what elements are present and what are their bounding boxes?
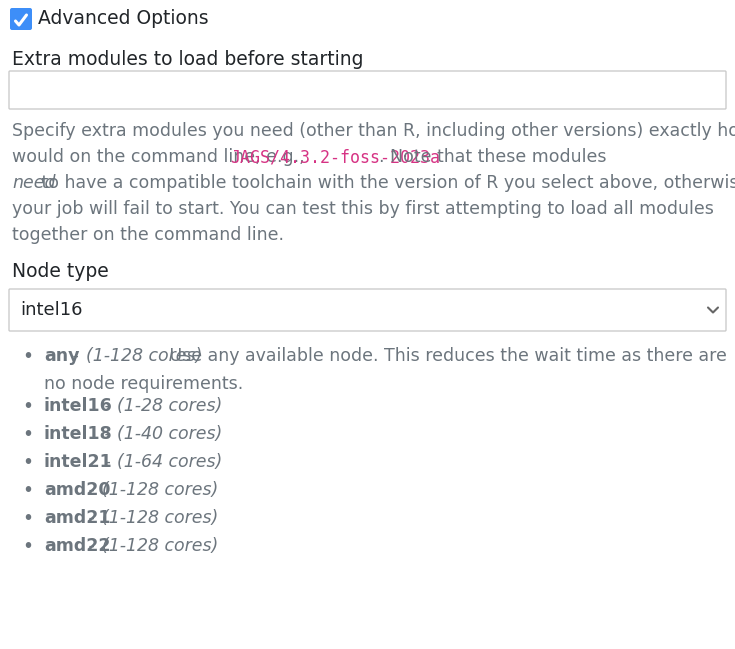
- Text: intel21: intel21: [44, 453, 112, 471]
- Text: -: -: [68, 347, 85, 365]
- FancyBboxPatch shape: [9, 71, 726, 109]
- Text: would on the command line, e.g.,: would on the command line, e.g.,: [12, 148, 310, 166]
- Text: amd22: amd22: [44, 537, 110, 555]
- Text: need: need: [12, 174, 56, 192]
- Text: (1-128 cores): (1-128 cores): [101, 481, 218, 499]
- Text: •: •: [22, 397, 33, 416]
- Text: -: -: [83, 481, 101, 499]
- Text: intel18: intel18: [44, 425, 112, 443]
- Text: intel16: intel16: [20, 301, 82, 319]
- Text: Node type: Node type: [12, 262, 109, 281]
- Text: Specify extra modules you need (other than R, including other versions) exactly : Specify extra modules you need (other th…: [12, 122, 735, 140]
- Text: your job will fail to start. You can test this by first attempting to load all m: your job will fail to start. You can tes…: [12, 200, 714, 218]
- Text: (1-64 cores): (1-64 cores): [117, 453, 223, 471]
- Text: Advanced Options: Advanced Options: [38, 10, 209, 29]
- Text: •: •: [22, 537, 33, 556]
- FancyBboxPatch shape: [10, 8, 32, 30]
- Text: •: •: [22, 509, 33, 528]
- Text: -: -: [98, 453, 116, 471]
- Text: . Note that these modules: . Note that these modules: [379, 148, 606, 166]
- Text: -: -: [83, 537, 101, 555]
- FancyBboxPatch shape: [9, 289, 726, 331]
- Text: together on the command line.: together on the command line.: [12, 226, 284, 244]
- Text: -: -: [83, 509, 101, 527]
- Text: amd20: amd20: [44, 481, 110, 499]
- Text: to have a compatible toolchain with the version of R you select above, otherwise: to have a compatible toolchain with the …: [36, 174, 735, 192]
- Text: (1-128 cores): (1-128 cores): [86, 347, 202, 365]
- Text: -: -: [98, 425, 116, 443]
- Text: intel16: intel16: [44, 397, 112, 415]
- Text: amd21: amd21: [44, 509, 110, 527]
- Text: •: •: [22, 453, 33, 472]
- Text: (1-28 cores): (1-28 cores): [117, 397, 223, 415]
- Text: -: -: [98, 397, 116, 415]
- Text: •: •: [22, 347, 33, 366]
- Text: •: •: [22, 425, 33, 444]
- Text: (1-128 cores): (1-128 cores): [101, 537, 218, 555]
- Text: •: •: [22, 481, 33, 500]
- Text: Extra modules to load before starting: Extra modules to load before starting: [12, 50, 364, 69]
- Text: JAGS/4.3.2-foss-2023a: JAGS/4.3.2-foss-2023a: [231, 148, 440, 166]
- Text: (1-128 cores): (1-128 cores): [101, 509, 218, 527]
- Text: Use any available node. This reduces the wait time as there are: Use any available node. This reduces the…: [164, 347, 727, 365]
- Text: any: any: [44, 347, 79, 365]
- Text: no node requirements.: no node requirements.: [44, 375, 243, 393]
- Text: (1-40 cores): (1-40 cores): [117, 425, 223, 443]
